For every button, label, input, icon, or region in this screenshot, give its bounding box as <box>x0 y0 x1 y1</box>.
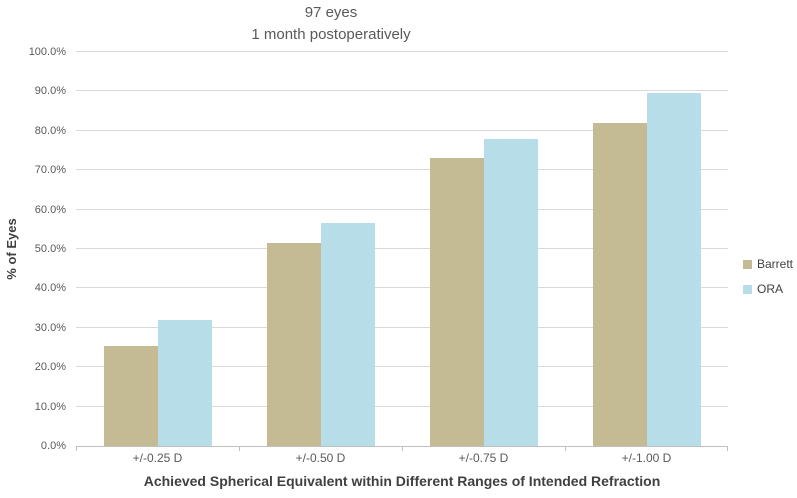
y-axis-tick-labels: 0.0% 10.0% 20.0% 30.0% 40.0% 50.0% 60.0% 70.0% 8… <box>0 46 66 452</box>
x-axis-tick-mark <box>727 447 728 451</box>
bar-barrett-0 <box>103 345 158 446</box>
chart-title: 97 eyes 1 month postoperatively <box>0 2 662 46</box>
bar-ora-1 <box>320 223 375 446</box>
y-tick-label: 70.0% <box>34 164 66 177</box>
gridline <box>76 169 728 171</box>
legend-item-barrett: Barrett <box>743 257 793 271</box>
chart-title-line-1: 97 eyes <box>304 4 358 21</box>
gridline <box>76 287 728 289</box>
legend: Barrett ORA <box>743 257 793 296</box>
x-axis-tick-mark <box>402 447 403 451</box>
legend-swatch-icon <box>743 259 752 269</box>
gridline <box>76 129 728 131</box>
x-axis-title: Achieved Spherical Equivalent within Dif… <box>143 473 661 489</box>
legend-label: Barrett <box>757 257 794 271</box>
bar-ora-2 <box>483 138 538 446</box>
legend-swatch-icon <box>743 284 752 294</box>
x-axis-tick-mark <box>565 447 566 451</box>
chart-title-line-2: 1 month postoperatively <box>251 26 411 43</box>
gridline <box>76 326 728 328</box>
bar-ora-3 <box>646 93 701 446</box>
bar-ora-0 <box>157 319 212 446</box>
y-tick-label: 90.0% <box>34 85 66 98</box>
x-axis-tick-mark <box>239 447 240 451</box>
y-tick-label: 50.0% <box>34 243 66 255</box>
gridline <box>76 208 728 210</box>
x-tick-label: +/-0.75 D <box>458 451 509 465</box>
y-tick-label: 10.0% <box>34 400 66 413</box>
gridline <box>76 248 728 249</box>
gridline <box>76 405 728 407</box>
y-tick-label: 40.0% <box>34 282 66 295</box>
x-axis-tick-labels: +/-0.25 D +/-0.50 D +/-0.75 D +/-1.00 D <box>76 451 728 467</box>
x-tick-label: +/-0.25 D <box>132 451 183 465</box>
gridline <box>76 90 728 92</box>
gridline <box>76 51 728 52</box>
bar-barrett-2 <box>429 158 484 446</box>
bar-barrett-3 <box>592 122 647 446</box>
y-tick-label: 0.0% <box>40 440 66 452</box>
x-tick-label: +/-0.50 D <box>295 451 346 465</box>
y-tick-label: 100.0% <box>28 46 66 58</box>
legend-item-ora: ORA <box>743 282 793 296</box>
y-tick-label: 30.0% <box>34 321 66 334</box>
y-tick-label: 60.0% <box>34 203 66 216</box>
legend-label: ORA <box>757 282 784 296</box>
y-tick-label: 80.0% <box>34 124 66 137</box>
bar-barrett-1 <box>266 243 321 446</box>
x-tick-label: +/-1.00 D <box>621 451 672 465</box>
gridline <box>76 366 728 368</box>
y-tick-label: 20.0% <box>34 361 66 374</box>
plot-area <box>76 51 728 451</box>
x-axis-tick-mark <box>76 447 77 451</box>
